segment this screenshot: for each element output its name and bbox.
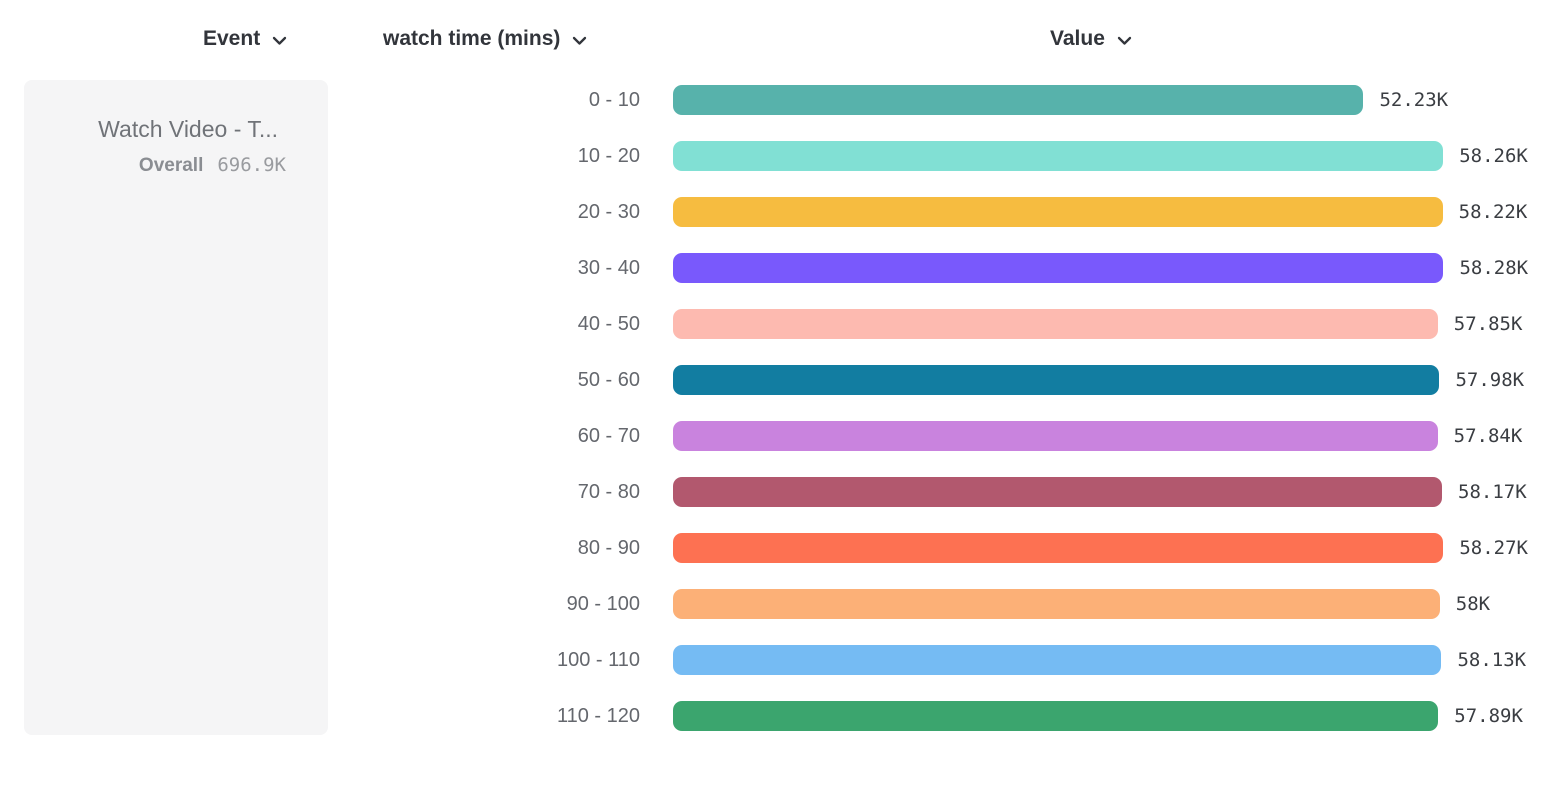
bar[interactable] <box>673 309 1438 339</box>
category-label: 40 - 50 <box>577 312 640 335</box>
category-label: 80 - 90 <box>577 536 640 559</box>
category-label: 90 - 100 <box>566 592 640 615</box>
value-label: 58.22K <box>1458 201 1528 223</box>
event-name: Watch Video - T... <box>98 116 278 142</box>
bar[interactable] <box>673 197 1443 227</box>
chevron-down-icon <box>1117 36 1132 46</box>
chart-row: 90 - 100 58K <box>420 576 1568 632</box>
bar[interactable] <box>673 533 1444 563</box>
chevron-down-icon <box>572 36 587 46</box>
value-label: 58.27K <box>1459 537 1528 559</box>
bar[interactable] <box>673 645 1442 675</box>
value-label: 58.13K <box>1457 649 1527 671</box>
bar[interactable] <box>673 477 1442 507</box>
category-label: 30 - 40 <box>577 256 640 279</box>
chart-row: 10 - 20 58.26K <box>420 128 1568 184</box>
value-label: 57.84K <box>1453 425 1523 447</box>
chart-row: 80 - 90 58.27K <box>420 520 1568 576</box>
category-label: 60 - 70 <box>577 424 640 447</box>
value-label: 52.23K <box>1379 89 1449 111</box>
column-header-value[interactable]: Value <box>1050 27 1132 51</box>
value-label: 57.98K <box>1455 369 1525 391</box>
chart-row: 50 - 60 57.98K <box>420 352 1568 408</box>
bar[interactable] <box>673 701 1439 731</box>
value-label: 58K <box>1455 593 1491 615</box>
overall-label: Overall <box>138 155 204 176</box>
column-header-event-label: Event <box>203 27 261 50</box>
overall-value: 696.9K <box>217 154 286 176</box>
chart-row: 20 - 30 58.22K <box>420 184 1568 240</box>
category-label: 50 - 60 <box>577 368 640 391</box>
chart-row: 100 - 110 58.13K <box>420 632 1568 688</box>
bar[interactable] <box>673 365 1440 395</box>
bar-chart: 0 - 10 52.23K 10 - 20 58.26K 20 - 30 58.… <box>420 72 1568 744</box>
bar[interactable] <box>673 253 1444 283</box>
chart-row: 110 - 120 57.89K <box>420 688 1568 744</box>
category-label: 110 - 120 <box>556 704 640 727</box>
event-card[interactable]: Watch Video - T... Overall 696.9K <box>24 80 328 735</box>
column-header-value-label: Value <box>1050 27 1105 50</box>
overall-row: Overall 696.9K <box>24 154 286 177</box>
category-label: 20 - 30 <box>577 200 640 223</box>
category-label: 10 - 20 <box>577 144 640 167</box>
category-label: 70 - 80 <box>577 480 640 503</box>
value-label: 58.17K <box>1458 481 1527 503</box>
value-label: 57.89K <box>1454 705 1523 727</box>
chart-row: 40 - 50 57.85K <box>420 296 1568 352</box>
category-label: 0 - 10 <box>588 88 640 111</box>
chart-row: 60 - 70 57.84K <box>420 408 1568 464</box>
value-label: 57.85K <box>1453 313 1523 335</box>
bar[interactable] <box>673 85 1364 115</box>
column-header-breakdown[interactable]: watch time (mins) <box>383 27 587 51</box>
chart-row: 0 - 10 52.23K <box>420 72 1568 128</box>
column-header-event[interactable]: Event <box>203 27 287 51</box>
column-header-breakdown-label: watch time (mins) <box>383 27 561 50</box>
value-label: 58.28K <box>1459 257 1529 279</box>
bar[interactable] <box>673 589 1440 619</box>
bar[interactable] <box>673 141 1444 171</box>
chevron-down-icon <box>272 36 287 46</box>
chart-row: 30 - 40 58.28K <box>420 240 1568 296</box>
value-label: 58.26K <box>1459 145 1528 167</box>
chart-row: 70 - 80 58.17K <box>420 464 1568 520</box>
bar[interactable] <box>673 421 1438 451</box>
category-label: 100 - 110 <box>556 648 640 671</box>
